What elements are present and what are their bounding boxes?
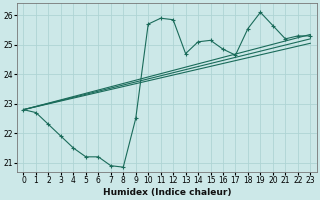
- X-axis label: Humidex (Indice chaleur): Humidex (Indice chaleur): [103, 188, 231, 197]
